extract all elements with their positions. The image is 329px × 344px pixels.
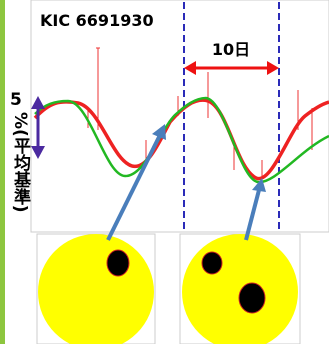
y-unit: %(平均基準)	[8, 112, 33, 213]
spot	[239, 283, 265, 313]
title: KIC 6691930	[40, 11, 154, 30]
figure: KIC 6691930 10日 5 %(平均基準)	[0, 0, 329, 344]
side-bar	[0, 0, 5, 344]
light-curve-figure: KIC 6691930 10日	[0, 0, 329, 344]
plot-area	[31, 0, 329, 232]
spot	[202, 252, 222, 274]
spot	[107, 250, 129, 276]
y-scale: 5	[10, 90, 22, 110]
period-label: 10日	[212, 40, 250, 59]
